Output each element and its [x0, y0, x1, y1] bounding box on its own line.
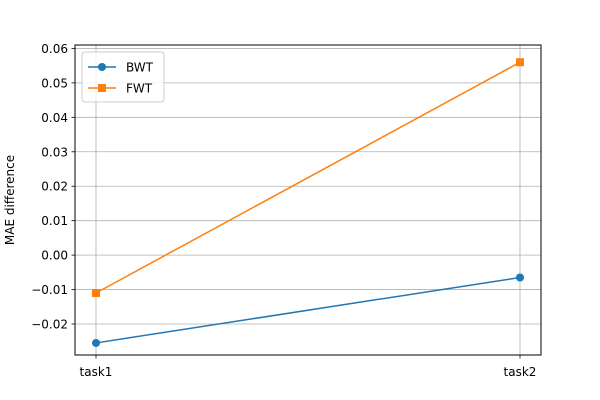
- y-tick-label: 0.05: [41, 76, 68, 90]
- tick-layer: −0.02 −0.01 0.00 0.01 0.02 0.03 0.04 0.05 0.06 ta…: [31, 42, 536, 379]
- y-tick-label: 0.00: [41, 249, 68, 263]
- legend-item-bwt: BWT: [88, 61, 154, 75]
- y-tick-label: 0.06: [41, 42, 68, 56]
- x-tick-label: task1: [80, 365, 113, 379]
- y-tick-label: 0.01: [41, 214, 68, 228]
- legend: BWT FWT: [81, 51, 165, 103]
- data-point-fwt: [92, 289, 100, 297]
- legend-label-fwt: FWT: [126, 82, 153, 96]
- data-point-bwt: [92, 338, 100, 347]
- y-tick-label: 0.03: [41, 145, 68, 159]
- y-tick-label: −0.02: [31, 318, 68, 332]
- legend-marker-fwt: [98, 84, 106, 92]
- data-point-fwt: [516, 58, 524, 67]
- series-line-bwt: [95, 276, 521, 344]
- series-line-fwt: [95, 61, 521, 294]
- legend-marker-bwt: [98, 63, 106, 71]
- plot-frame: [74, 44, 542, 356]
- x-tick-label: task2: [504, 365, 537, 379]
- series-layer: [92, 58, 524, 347]
- legend-item-fwt: FWT: [88, 82, 153, 96]
- y-tick-label: 0.04: [41, 111, 68, 125]
- y-tick-label: 0.02: [41, 180, 68, 194]
- data-point-bwt: [516, 273, 524, 282]
- y-axis-label: MAE difference: [3, 155, 17, 245]
- legend-label-bwt: BWT: [126, 61, 154, 75]
- y-tick-label: −0.01: [31, 283, 68, 297]
